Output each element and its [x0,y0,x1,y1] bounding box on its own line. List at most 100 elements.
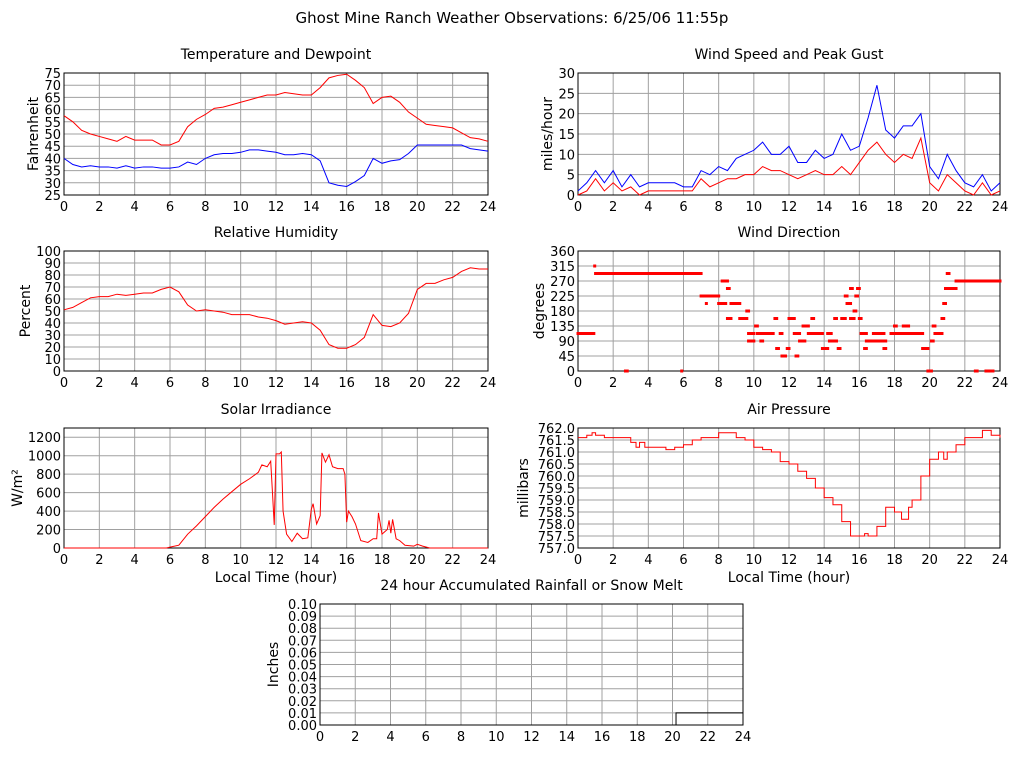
x-tick-label: 20 [409,553,426,568]
x-tick-label: 8 [715,200,723,215]
x-tick-label: 18 [886,376,903,391]
direction-point [792,317,796,320]
x-tick-label: 8 [715,376,723,391]
direction-point [776,347,780,350]
x-tick-label: 2 [95,200,103,215]
y-tick-label: 759.0 [538,494,575,509]
y-tick-label: 25 [44,189,61,204]
y-tick-label: 0 [53,365,61,380]
y-tick-label: 180 [550,305,575,320]
x-tick-label: 24 [480,376,497,391]
y-tick-label: 0 [567,365,575,380]
direction-point [680,369,684,373]
y-tick-label: 30 [44,177,61,192]
direction-point [843,317,847,320]
x-tick-label: 6 [679,200,687,215]
x-axis-label: Local Time (hour) [728,570,850,586]
x-tick-label: 12 [781,376,798,391]
y-tick-label: 30 [44,329,61,344]
x-tick-label: 8 [201,200,209,215]
direction-point [882,332,886,335]
x-tick-label: 24 [992,200,1009,215]
y-tick-label: 25 [558,87,575,102]
x-tick-label: 24 [992,376,1009,391]
direction-point [884,347,888,350]
y-tick-label: 50 [44,305,61,320]
x-tick-label: 6 [166,200,174,215]
y-tick-label: 65 [44,91,61,106]
page-title: Ghost Mine Ranch Weather Observations: 6… [296,9,729,27]
direction-point [592,332,596,335]
y-tick-label: 60 [44,104,61,119]
direction-point [931,339,935,343]
direction-point [864,347,868,350]
x-tick-label: 16 [338,553,355,568]
direction-point [945,287,949,290]
x-tick-label: 22 [444,553,461,568]
direction-point [954,287,958,290]
x-tick-label: 2 [609,200,617,215]
direction-point [857,287,861,290]
x-tick-label: 0 [60,376,68,391]
x-tick-label: 0 [316,730,324,745]
x-tick-label: 20 [664,730,681,745]
y-tick-label: 45 [558,350,575,365]
direction-point [845,294,849,298]
x-tick-label: 22 [957,200,974,215]
y-axis-label: miles/hour [540,97,556,171]
direction-point [942,317,946,320]
direction-point [783,354,787,358]
plot-frame [63,72,489,196]
x-tick-label: 0 [574,200,582,215]
direction-point [826,347,830,350]
y-tick-label: 0.07 [288,634,317,649]
y-tick-label: 1200 [28,431,61,446]
x-tick-label: 10 [232,553,249,568]
y-axis-label: Inches [266,642,282,687]
x-tick-label: 16 [594,730,611,745]
direction-point [761,339,765,343]
series-line-2 [577,136,1001,196]
x-tick-label: 12 [268,553,285,568]
x-tick-label: 22 [699,730,716,745]
x-tick-label: 22 [444,376,461,391]
x-tick-label: 10 [232,200,249,215]
direction-point [947,272,951,275]
y-tick-label: 0.00 [288,719,317,734]
x-tick-label: 20 [921,553,938,568]
y-tick-label: 315 [550,260,575,275]
x-tick-label: 4 [131,376,139,391]
direction-point [859,317,863,320]
x-tick-label: 14 [303,376,320,391]
y-tick-label: 60 [44,293,61,308]
y-tick-label: 80 [44,269,61,284]
y-tick-label: 135 [550,320,575,335]
direction-point [806,324,810,328]
x-tick-label: 14 [303,553,320,568]
y-tick-label: 757.5 [538,530,575,545]
y-tick-label: 0.01 [288,707,317,722]
y-tick-label: 225 [550,290,575,305]
x-tick-label: 22 [444,200,461,215]
x-tick-label: 8 [457,730,465,745]
direction-point [998,279,1002,283]
direction-point [738,302,742,305]
chart-title: 24 hour Accumulated Rainfall or Snow Mel… [380,578,683,594]
series-line-1 [320,712,743,726]
y-tick-label: 50 [44,128,61,143]
direction-point [907,324,911,328]
x-tick-label: 8 [715,553,723,568]
x-tick-label: 12 [268,376,285,391]
direction-point [771,332,775,335]
y-tick-label: 75 [44,67,61,82]
chart-title: Relative Humidity [214,225,338,241]
y-tick-label: 0 [567,189,575,204]
x-tick-label: 4 [131,553,139,568]
y-tick-label: 761.5 [538,434,575,449]
x-tick-label: 12 [781,200,798,215]
x-tick-label: 14 [816,553,833,568]
